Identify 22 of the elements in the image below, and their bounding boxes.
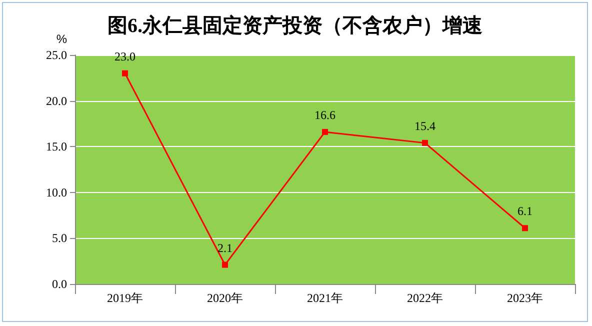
- y-tick-label: 15.0: [46, 140, 67, 154]
- x-tick-label: 2023年: [507, 291, 543, 305]
- y-tick-label: 10.0: [46, 185, 67, 200]
- point: [522, 225, 528, 232]
- data-label: 15.4: [414, 118, 436, 133]
- chart-title: 图6.永仁县固定资产投资（不含农户）增速: [108, 14, 482, 37]
- point: [422, 140, 428, 146]
- y-tick-label: 5.0: [52, 231, 67, 246]
- data-label: 2.1: [218, 240, 232, 255]
- x-tick-label: 2021年: [307, 291, 343, 305]
- y-tick-label: 20.0: [46, 94, 67, 108]
- x-tick-label: 2020年: [207, 291, 243, 305]
- x-tick-label: 2019年: [107, 291, 143, 305]
- point: [122, 70, 128, 76]
- y-axis-title: %: [56, 32, 68, 46]
- y-tick-label: 25.0: [46, 48, 67, 62]
- data-label: 6.1: [518, 204, 532, 218]
- data-label: 16.6: [314, 108, 336, 122]
- y-tick-label: 0.0: [52, 277, 67, 291]
- x-tick-label: 2022年: [407, 291, 443, 305]
- point: [322, 128, 328, 135]
- point: [222, 262, 228, 268]
